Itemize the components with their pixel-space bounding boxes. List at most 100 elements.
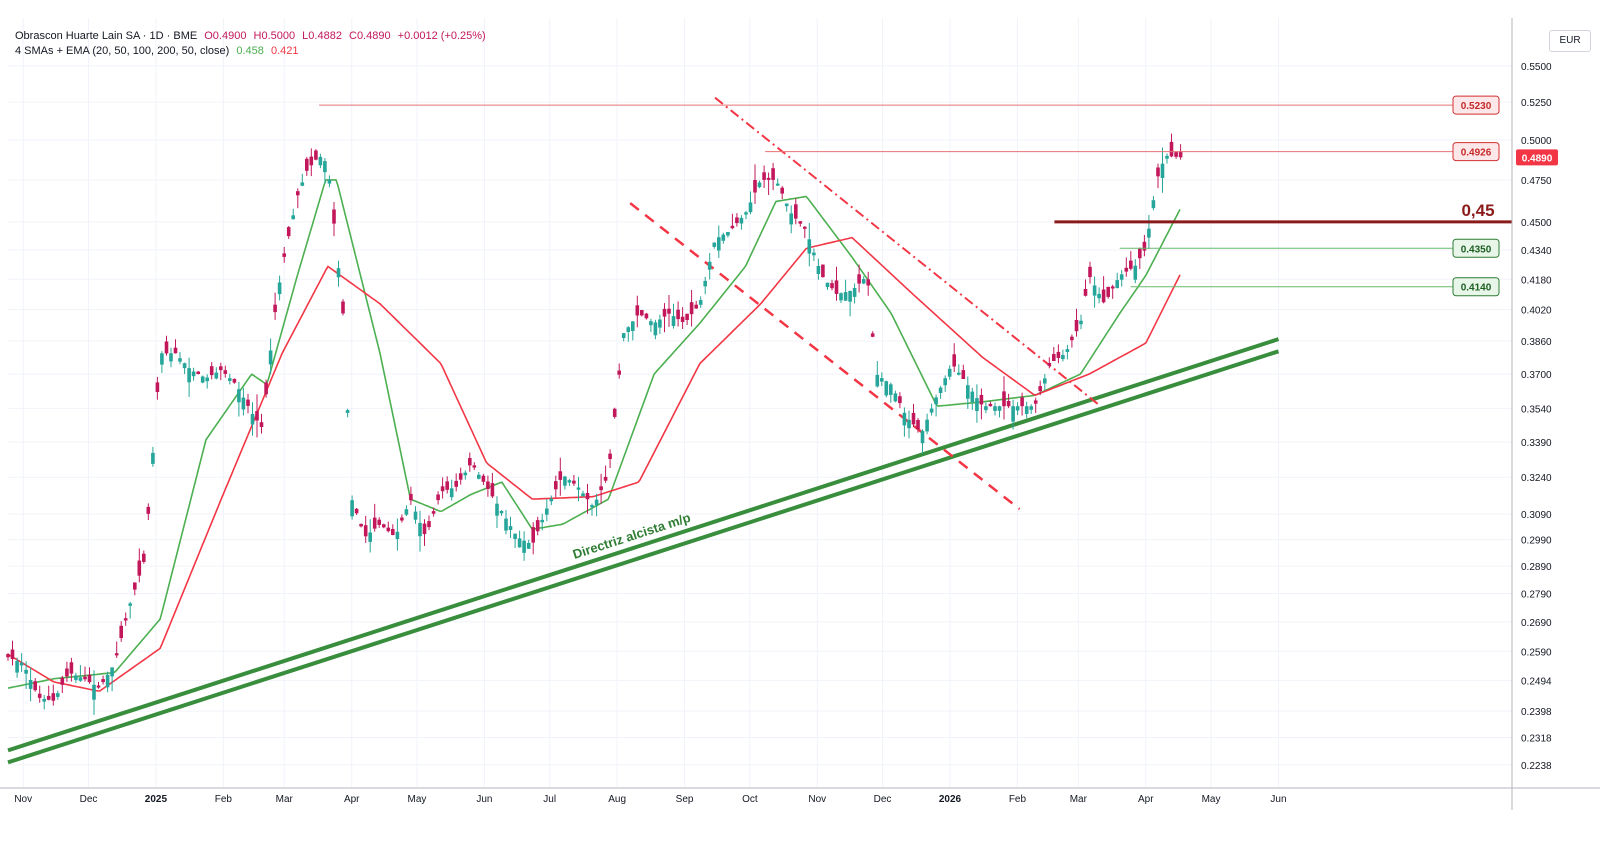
candle bbox=[345, 408, 350, 418]
symbol-label[interactable]: Obrascon Huarte Lain SA · 1D · BME bbox=[15, 30, 198, 42]
candle-body bbox=[757, 182, 762, 188]
candle bbox=[1083, 279, 1088, 297]
candle bbox=[1142, 235, 1147, 257]
candle-body bbox=[943, 378, 947, 386]
low-value: L0.4882 bbox=[302, 30, 342, 42]
candle bbox=[938, 385, 943, 399]
candle bbox=[712, 242, 717, 249]
candle bbox=[255, 394, 259, 438]
candle-body bbox=[554, 481, 558, 490]
candle bbox=[24, 661, 28, 689]
candle-body bbox=[698, 300, 703, 305]
candle-body bbox=[481, 475, 486, 482]
candle-body bbox=[1092, 285, 1097, 296]
candle-body bbox=[816, 266, 821, 274]
change-value: +0.0012 (+0.25%) bbox=[397, 30, 486, 42]
candle bbox=[694, 300, 698, 309]
candle-body bbox=[739, 217, 744, 224]
candle-body bbox=[640, 310, 644, 316]
candle-body bbox=[966, 385, 970, 399]
candle-body bbox=[178, 358, 182, 362]
candle bbox=[640, 309, 644, 317]
candle bbox=[1110, 284, 1115, 299]
candle bbox=[870, 331, 875, 338]
candle-body bbox=[151, 452, 155, 464]
level-label-box bbox=[1452, 95, 1500, 115]
x-tick-label: 2025 bbox=[145, 794, 168, 805]
candle bbox=[1024, 401, 1029, 419]
close-value: C0.4890 bbox=[349, 30, 391, 42]
candle bbox=[848, 290, 852, 317]
downtrend-dashed-line bbox=[629, 202, 1021, 511]
candle bbox=[495, 496, 499, 528]
candle bbox=[436, 491, 440, 505]
currency-button[interactable]: EUR bbox=[1549, 30, 1591, 52]
candle bbox=[42, 695, 46, 710]
candle-body bbox=[911, 412, 916, 425]
candle-body bbox=[762, 172, 766, 180]
indicator-label[interactable]: 4 SMAs + EMA (20, 50, 100, 200, 50, clos… bbox=[15, 45, 230, 57]
candle bbox=[1160, 147, 1165, 193]
candle bbox=[413, 506, 418, 524]
candle bbox=[1061, 349, 1065, 362]
candle bbox=[947, 365, 952, 380]
candle bbox=[123, 612, 128, 626]
candle bbox=[676, 301, 680, 327]
candle-body bbox=[273, 304, 277, 313]
candle-body bbox=[1006, 401, 1011, 407]
candle-body bbox=[689, 302, 694, 315]
candle bbox=[608, 449, 612, 468]
candle bbox=[96, 681, 101, 689]
candle-body bbox=[830, 283, 834, 289]
candle bbox=[893, 390, 898, 403]
candle-body bbox=[807, 239, 812, 254]
level-label: 0.4350 bbox=[1461, 244, 1492, 255]
y-tick-label: 0.2990 bbox=[1521, 536, 1552, 547]
candle bbox=[477, 472, 481, 480]
candle-body bbox=[694, 304, 698, 309]
candle-body bbox=[585, 493, 590, 500]
resistance-label: 0,45 bbox=[1461, 201, 1494, 220]
candle-body bbox=[626, 327, 631, 332]
candle-body bbox=[916, 420, 920, 430]
candle bbox=[753, 164, 757, 204]
candle-body bbox=[1110, 286, 1115, 289]
candle bbox=[137, 548, 142, 583]
candle-body bbox=[169, 353, 173, 362]
candle bbox=[15, 657, 19, 678]
candle-body bbox=[46, 695, 51, 700]
candle bbox=[1079, 314, 1083, 330]
candle bbox=[259, 413, 264, 434]
candle-body bbox=[232, 378, 237, 383]
candle bbox=[1097, 287, 1101, 304]
candle-body bbox=[875, 374, 880, 387]
candle bbox=[74, 672, 78, 683]
candle-body bbox=[327, 179, 332, 184]
candle-body bbox=[345, 410, 350, 413]
candle bbox=[33, 678, 37, 692]
ma-20-line bbox=[7, 179, 1181, 689]
candle bbox=[603, 465, 608, 483]
candle bbox=[490, 472, 495, 499]
candle-body bbox=[291, 215, 295, 220]
candle bbox=[685, 313, 689, 325]
y-tick-label: 0.4020 bbox=[1521, 306, 1552, 317]
candle-body bbox=[490, 483, 495, 497]
candle bbox=[880, 372, 884, 387]
candle-body bbox=[1052, 354, 1056, 361]
candle bbox=[984, 402, 988, 414]
candle-body bbox=[160, 353, 164, 365]
candle-body bbox=[671, 316, 676, 326]
candle bbox=[1015, 402, 1020, 416]
candle-body bbox=[6, 654, 10, 658]
candle-body bbox=[1061, 355, 1065, 360]
y-tick-label: 0.4180 bbox=[1521, 275, 1552, 286]
candle bbox=[282, 247, 286, 263]
candle bbox=[472, 462, 477, 470]
candle bbox=[979, 388, 984, 420]
x-tick-label: Jun bbox=[476, 794, 492, 805]
candle-body bbox=[861, 279, 866, 284]
candle-body bbox=[114, 653, 119, 656]
candle-body bbox=[133, 582, 137, 590]
